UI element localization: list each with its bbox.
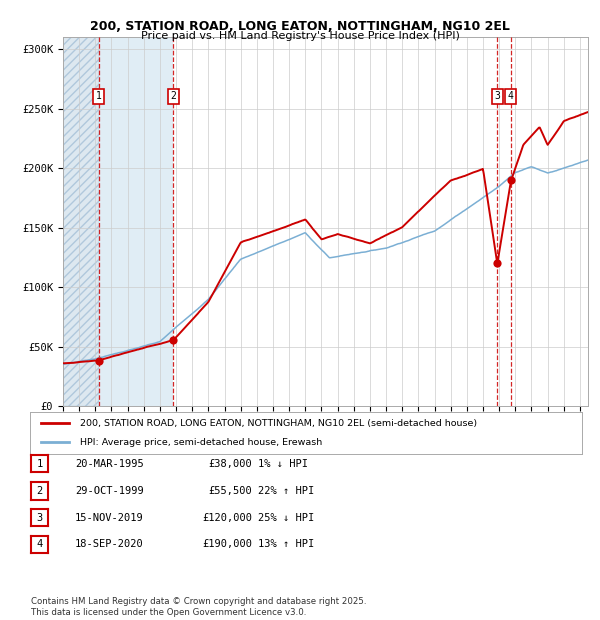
Text: HPI: Average price, semi-detached house, Erewash: HPI: Average price, semi-detached house,… (80, 438, 322, 446)
Bar (63, 37, 99, 406)
Text: 3: 3 (37, 513, 43, 523)
Text: 22% ↑ HPI: 22% ↑ HPI (258, 486, 314, 496)
Text: 4: 4 (508, 91, 514, 101)
Text: 15-NOV-2019: 15-NOV-2019 (75, 513, 144, 523)
Text: 2: 2 (37, 486, 43, 496)
Point (506, 175, 515, 185)
Text: 20-MAR-1995: 20-MAR-1995 (75, 459, 144, 469)
Text: 25% ↓ HPI: 25% ↓ HPI (258, 513, 314, 523)
Text: 4: 4 (37, 539, 43, 549)
Text: £38,000: £38,000 (208, 459, 252, 469)
Text: 200, STATION ROAD, LONG EATON, NOTTINGHAM, NG10 2EL: 200, STATION ROAD, LONG EATON, NOTTINGHA… (90, 20, 510, 33)
Text: 1: 1 (37, 459, 43, 469)
Text: Price paid vs. HM Land Registry's House Price Index (HPI): Price paid vs. HM Land Registry's House … (140, 31, 460, 41)
Bar (99, 37, 173, 406)
Point (169, 335, 178, 345)
Text: £190,000: £190,000 (202, 539, 252, 549)
Point (94, 356, 104, 366)
Text: 2: 2 (170, 91, 176, 101)
Text: 29-OCT-1999: 29-OCT-1999 (75, 486, 144, 496)
Text: 13% ↑ HPI: 13% ↑ HPI (258, 539, 314, 549)
Text: £120,000: £120,000 (202, 513, 252, 523)
Text: 200, STATION ROAD, LONG EATON, NOTTINGHAM, NG10 2EL (semi-detached house): 200, STATION ROAD, LONG EATON, NOTTINGHA… (80, 419, 477, 428)
Text: 1% ↓ HPI: 1% ↓ HPI (258, 459, 308, 469)
Text: Contains HM Land Registry data © Crown copyright and database right 2025.
This d: Contains HM Land Registry data © Crown c… (31, 598, 367, 617)
Text: 1: 1 (96, 91, 102, 101)
Text: 3: 3 (494, 91, 500, 101)
Text: £55,500: £55,500 (208, 486, 252, 496)
Text: 18-SEP-2020: 18-SEP-2020 (75, 539, 144, 549)
Point (493, 259, 502, 268)
